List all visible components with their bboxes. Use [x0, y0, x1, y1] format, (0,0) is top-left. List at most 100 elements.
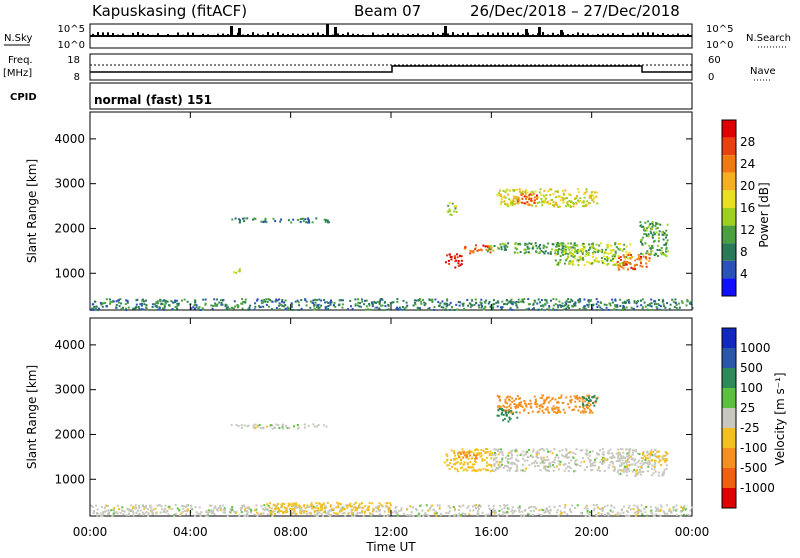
data-cell: [195, 306, 198, 309]
data-cell: [327, 307, 330, 310]
data-cell: [132, 505, 135, 508]
data-cell: [514, 243, 517, 246]
data-cell: [644, 242, 647, 245]
data-cell: [547, 190, 550, 192]
data-cell: [594, 401, 597, 404]
data-cell: [591, 242, 594, 245]
data-cell: [156, 308, 159, 311]
data-cell: [147, 508, 150, 511]
data-cell: [592, 303, 595, 306]
data-cell: [529, 191, 532, 194]
data-cell: [280, 303, 283, 306]
data-cell: [449, 213, 452, 216]
data-cell: [557, 406, 560, 409]
data-cell: [585, 406, 588, 409]
data-cell: [587, 254, 590, 256]
data-cell: [565, 299, 568, 302]
data-cell: [637, 465, 640, 468]
data-cell: [241, 298, 244, 300]
data-cell: [284, 510, 287, 513]
data-cell: [591, 462, 594, 465]
data-cell: [493, 303, 496, 306]
data-cell: [513, 403, 516, 405]
data-cell: [556, 195, 559, 198]
data-cell: [538, 201, 541, 204]
noise-spike: [177, 32, 179, 36]
data-cell: [468, 449, 471, 452]
data-cell: [664, 243, 667, 246]
data-cell: [569, 301, 572, 304]
data-cell: [587, 299, 590, 302]
data-cell: [641, 265, 644, 268]
data-cell: [574, 244, 577, 247]
data-cell: [297, 309, 300, 311]
data-cell: [377, 508, 380, 511]
data-cell: [425, 504, 428, 507]
data-cell: [556, 190, 559, 193]
data-cell: [669, 303, 672, 306]
data-cell: [316, 299, 318, 301]
data-cell: [110, 509, 113, 512]
data-cell: [542, 411, 545, 414]
data-cell: [660, 505, 663, 508]
data-cell: [627, 268, 629, 271]
data-cell: [159, 504, 162, 507]
data-cell: [295, 502, 298, 505]
data-cell: [564, 463, 567, 466]
data-cell: [491, 303, 494, 306]
data-cell: [561, 189, 564, 192]
data-cell: [214, 304, 217, 307]
data-cell: [588, 394, 591, 397]
data-cell: [546, 469, 549, 472]
data-cell: [316, 504, 319, 507]
data-cell: [508, 410, 511, 413]
data-cell: [532, 456, 535, 459]
data-cell: [266, 508, 268, 511]
data-cell: [542, 462, 545, 465]
data-cell: [481, 459, 484, 462]
data-cell: [500, 307, 503, 310]
data-cell: [372, 510, 374, 513]
data-cell: [540, 508, 543, 511]
data-cell: [514, 449, 517, 452]
data-cell: [548, 306, 551, 309]
data-cell: [475, 457, 478, 460]
noise-spike: [297, 33, 299, 36]
data-cell: [654, 506, 657, 509]
data-cell: [526, 201, 529, 203]
data-cell: [452, 463, 455, 466]
data-cell: [118, 305, 121, 308]
data-cell: [656, 307, 659, 310]
data-cell: [557, 408, 560, 411]
data-cell: [471, 463, 474, 466]
data-cell: [556, 244, 559, 246]
data-cell: [491, 307, 494, 310]
data-cell: [367, 508, 369, 511]
data-cell: [257, 425, 260, 428]
data-cell: [564, 504, 567, 506]
data-cell: [617, 247, 620, 250]
data-cell: [112, 508, 115, 511]
data-cell: [163, 509, 166, 512]
data-cell: [665, 248, 668, 251]
data-cell: [533, 506, 535, 509]
data-cell: [364, 308, 367, 311]
data-cell: [484, 452, 487, 455]
data-cell: [302, 511, 305, 513]
data-cell: [600, 512, 603, 515]
data-cell: [632, 307, 635, 310]
data-cell: [336, 501, 339, 504]
data-cell: [572, 408, 575, 411]
data-cell: [504, 196, 507, 199]
data-cell: [621, 307, 624, 310]
data-cell: [453, 514, 456, 517]
data-cell: [120, 307, 123, 310]
data-cell: [287, 505, 290, 508]
data-cell: [330, 301, 333, 304]
data-cell: [489, 305, 492, 308]
data-cell: [665, 250, 667, 253]
data-cell: [338, 299, 341, 302]
data-cell: [597, 506, 600, 509]
data-cell: [262, 427, 264, 430]
data-cell: [154, 507, 157, 510]
